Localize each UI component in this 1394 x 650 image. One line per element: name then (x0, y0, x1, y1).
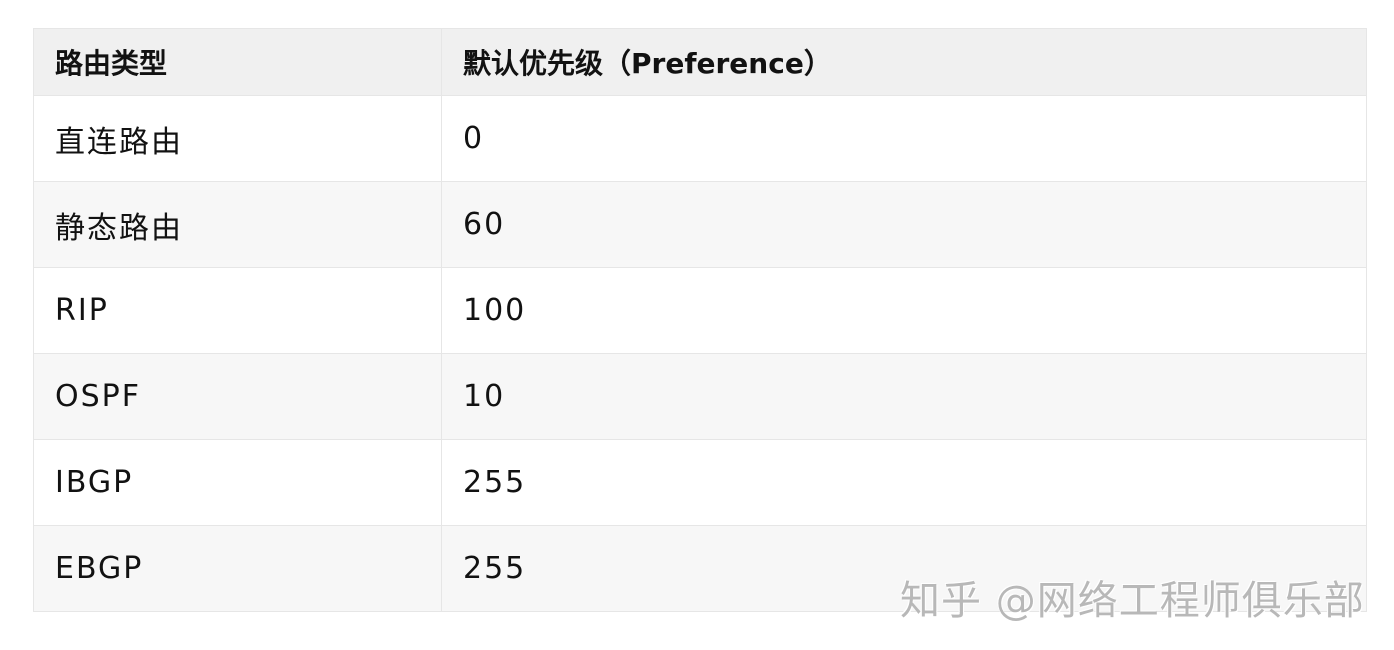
route-type-cell: 静态路由 (33, 181, 442, 268)
table-row: IBGP 255 (33, 439, 1367, 526)
preference-cell: 10 (441, 353, 1367, 440)
table-row: OSPF 10 (33, 353, 1367, 440)
table-row: EBGP 255 (33, 525, 1367, 612)
preference-cell: 100 (441, 267, 1367, 354)
preference-cell: 60 (441, 181, 1367, 268)
preference-cell: 255 (441, 525, 1367, 612)
table-header-row: 路由类型 默认优先级（Preference） (33, 28, 1367, 96)
table-row: RIP 100 (33, 267, 1367, 354)
table-row: 静态路由 60 (33, 181, 1367, 268)
preference-cell: 255 (441, 439, 1367, 526)
table-row: 直连路由 0 (33, 95, 1367, 182)
route-type-cell: OSPF (33, 353, 442, 440)
header-preference: 默认优先级（Preference） (441, 28, 1367, 96)
header-route-type: 路由类型 (33, 28, 442, 96)
route-type-cell: RIP (33, 267, 442, 354)
route-type-cell: 直连路由 (33, 95, 442, 182)
zhihu-watermark: 知乎 @网络工程师俱乐部 (900, 578, 1365, 624)
preference-cell: 0 (441, 95, 1367, 182)
route-type-cell: IBGP (33, 439, 442, 526)
route-preference-table: 路由类型 默认优先级（Preference） 直连路由 0 静态路由 60 RIP 1… (33, 28, 1367, 612)
route-type-cell: EBGP (33, 525, 442, 612)
